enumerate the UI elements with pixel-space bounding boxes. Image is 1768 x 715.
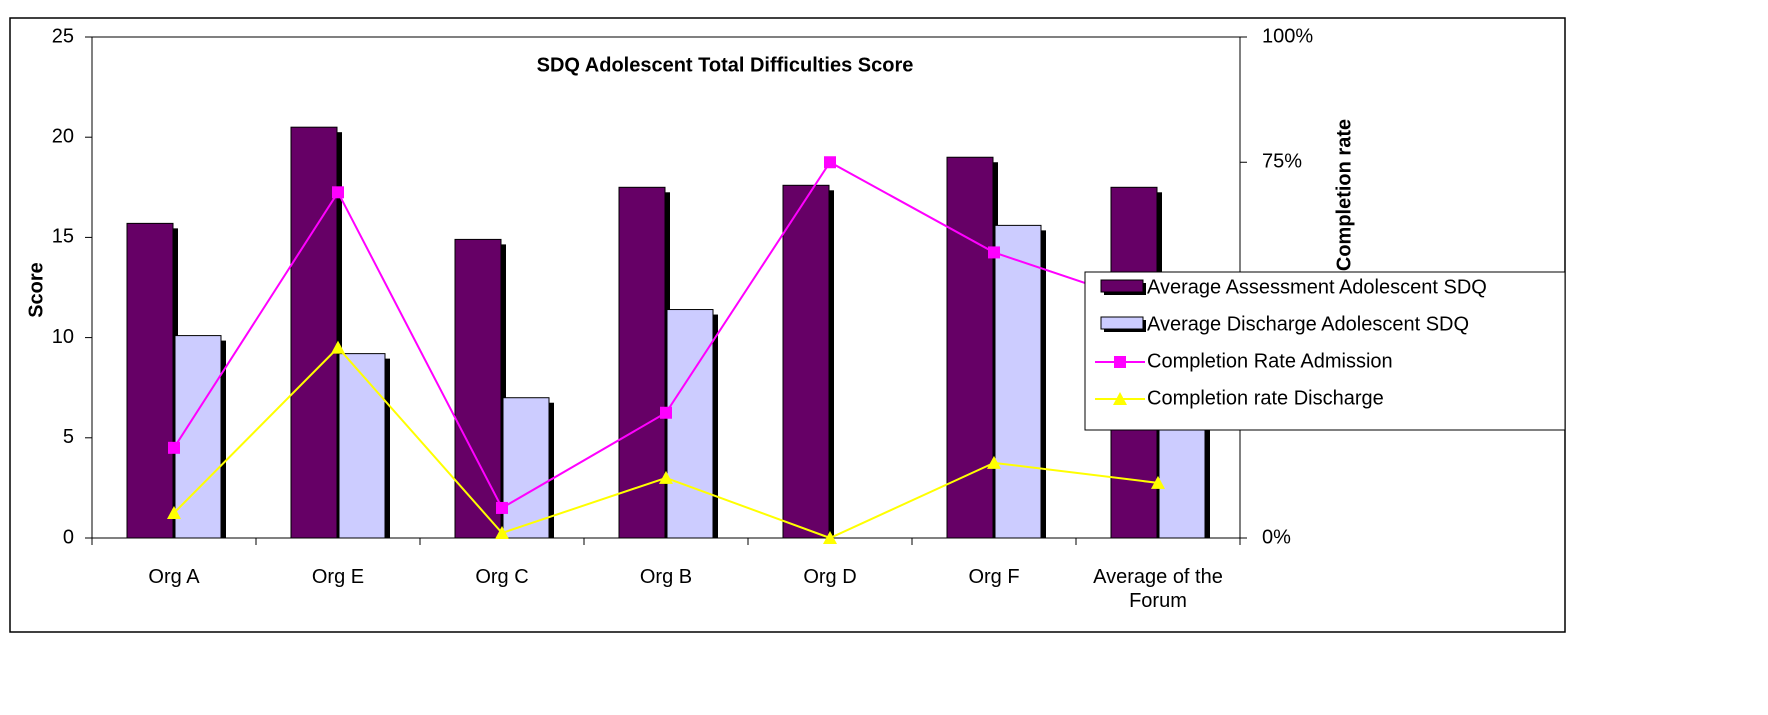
legend-label: Completion Rate Admission — [1147, 350, 1393, 372]
y2-tick-label: 75% — [1262, 151, 1302, 173]
marker — [824, 156, 836, 169]
bar — [618, 186, 666, 539]
y2-tick-label: 100% — [1262, 25, 1313, 47]
legend-label: Average Discharge Adolescent SDQ — [1147, 313, 1469, 335]
chart-title: SDQ Adolescent Total Difficulties Score — [537, 54, 914, 76]
marker — [1151, 475, 1165, 489]
bar — [782, 184, 830, 539]
y-tick-label: 15 — [52, 226, 74, 248]
x-tick-label: Org B — [639, 566, 693, 588]
marker — [495, 525, 509, 539]
x-tick-label: Org D — [803, 566, 857, 588]
marker — [987, 455, 1001, 469]
x-tick-label: Org F — [968, 566, 1020, 588]
marker — [988, 246, 1000, 259]
bar — [290, 126, 338, 539]
legend-marker — [1114, 356, 1126, 368]
legend-label: Average Assessment Adolescent SDQ — [1147, 276, 1487, 298]
marker — [168, 441, 180, 454]
bar — [126, 222, 174, 539]
x-tick-label: Org C — [475, 566, 529, 588]
y-tick-label: 10 — [52, 326, 74, 348]
x-tick-label: Average of the Forum — [1093, 566, 1223, 612]
marker — [659, 470, 673, 484]
x-tick-label: Org A — [148, 566, 200, 588]
marker — [331, 340, 345, 354]
marker — [332, 186, 344, 199]
y-tick-label: 5 — [63, 426, 74, 448]
legend-swatch — [1100, 316, 1144, 330]
legend-label: Completion rate Discharge — [1147, 387, 1384, 409]
bar — [338, 353, 386, 539]
marker — [823, 531, 837, 544]
bar — [502, 397, 550, 539]
y-tick-label: 0 — [63, 526, 74, 548]
legend-box — [1084, 271, 1566, 431]
bar — [994, 224, 1042, 539]
marker — [167, 505, 181, 519]
y-tick-label: 25 — [52, 25, 74, 47]
y-axis-title: Score — [25, 262, 47, 318]
legend-swatch — [1100, 279, 1144, 293]
marker — [660, 406, 672, 419]
legend-marker — [1113, 392, 1127, 405]
marker — [496, 501, 508, 514]
y2-axis-title: Completion rate — [1333, 119, 1355, 271]
bar — [666, 309, 714, 539]
y-tick-label: 20 — [52, 125, 74, 147]
x-tick-label: Org E — [311, 566, 365, 588]
y2-tick-label: 0% — [1262, 526, 1291, 548]
